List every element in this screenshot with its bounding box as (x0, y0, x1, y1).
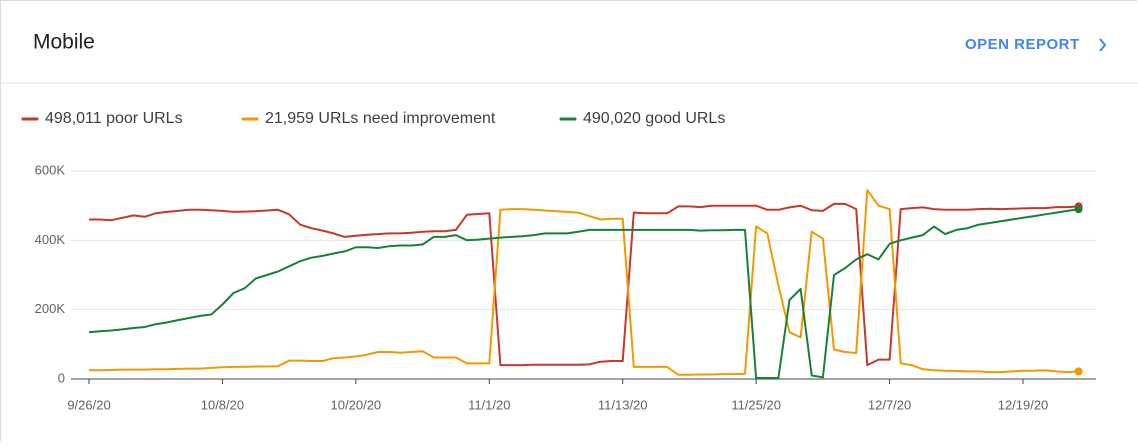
series-line (88, 208, 1079, 379)
x-tick-label: 10/8/20 (201, 397, 244, 412)
x-tick-label: 10/20/20 (331, 397, 382, 412)
x-tick-label: 11/1/20 (468, 397, 510, 412)
x-tick-label: 11/13/20 (598, 397, 648, 412)
y-tick-label: 200K (35, 301, 66, 316)
legend-label: 498,011 poor URLs (45, 110, 183, 127)
x-tick-label: 12/7/20 (868, 397, 911, 412)
y-tick-label: 0 (58, 370, 65, 385)
y-tick-label: 600K (35, 162, 66, 177)
end-point (1074, 367, 1083, 376)
x-tick-label: 11/25/20 (731, 397, 781, 412)
card-title: Mobile (33, 31, 95, 54)
series-line (89, 189, 1079, 376)
legend-label: 490,020 good URLs (583, 110, 725, 127)
chevron-icon[interactable] (1099, 38, 1107, 52)
x-tick-label: 9/26/20 (67, 397, 110, 412)
end-point (1074, 205, 1083, 214)
x-tick-label: 12/19/20 (998, 397, 1049, 412)
series-line (89, 202, 1079, 367)
y-tick-label: 400K (35, 232, 66, 247)
open-report[interactable]: OPEN REPORT (965, 36, 1107, 53)
open-report-link[interactable]: OPEN REPORT (965, 36, 1080, 53)
legend-label: 21,959 URLs need improvement (265, 110, 496, 127)
